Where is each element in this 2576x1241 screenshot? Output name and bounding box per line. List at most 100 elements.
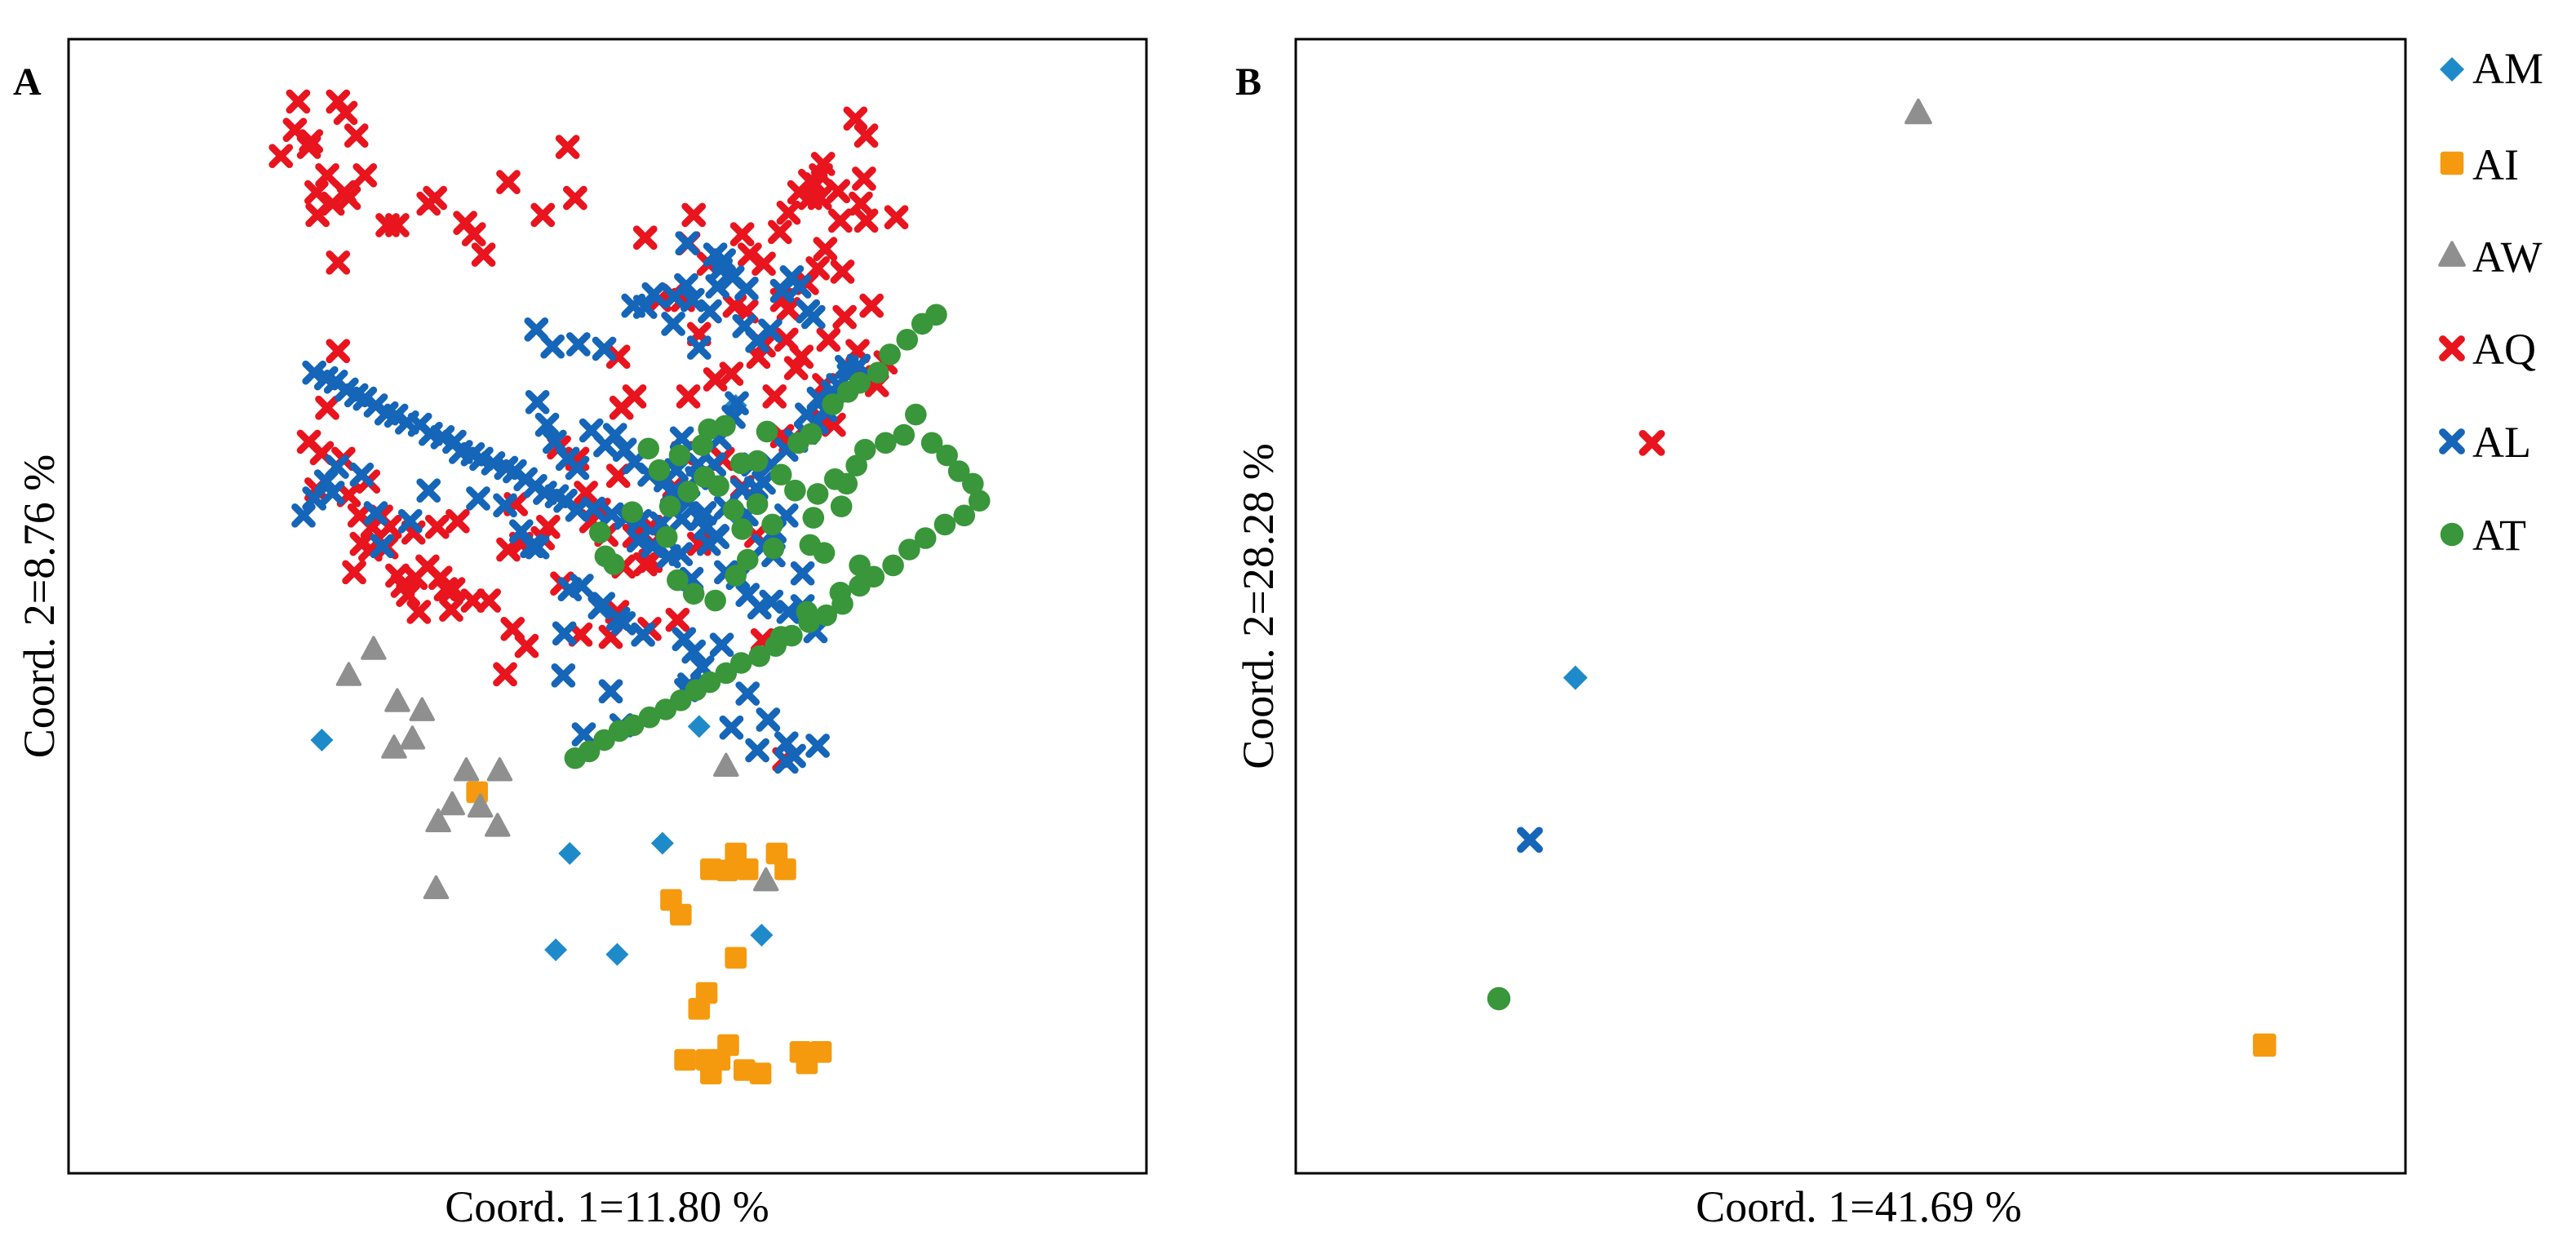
marks-a-point-aw-14 (752, 866, 779, 892)
legend-label-am: AM (2472, 44, 2543, 93)
marks-a-point-al-85 (466, 486, 490, 511)
marks-a-point-aw-4 (399, 725, 426, 750)
marks-a-point-aq-10 (342, 560, 366, 585)
marks-b-point-ai-0 (2253, 1033, 2277, 1057)
marks-a-point-at-73 (748, 645, 771, 667)
legend-item-at: AT (2440, 511, 2526, 560)
marks-a-point-aq-67 (719, 361, 744, 386)
marks-a-point-at-71 (781, 624, 803, 647)
marks-a-point-aq-85 (632, 225, 658, 250)
marks-b-point-aw-0 (1904, 98, 1932, 125)
marks-a-point-aq-139 (853, 123, 879, 148)
marks-a-point-at-11 (746, 450, 769, 472)
marks-a-point-aq-28 (424, 514, 450, 539)
marks-a-point-am-2 (544, 938, 568, 962)
marks-a-point-ai-5 (716, 859, 738, 882)
marks-a-point-aq-126 (299, 129, 324, 153)
marks-a-point-at-39 (658, 495, 681, 517)
marks-a-point-at-58 (947, 460, 970, 482)
marks-a-point-al-18 (758, 318, 783, 343)
legend-symbol-am (2440, 57, 2464, 82)
marks-a-point-aq-147 (849, 191, 873, 216)
marks-a-point-am-5 (650, 831, 674, 855)
marks-a-point-aq-110 (530, 202, 556, 228)
marks-a-point-aq-138 (843, 106, 868, 131)
marks-a-point-at-56 (920, 432, 943, 454)
marks-a-point-aq-123 (304, 180, 329, 205)
marks-a-point-aq-32 (493, 662, 517, 687)
marks-a-point-aq-111 (563, 185, 587, 211)
marks-a-point-aq-128 (286, 89, 311, 114)
legend-label-ai: AI (2472, 140, 2519, 189)
marks-a-point-aq-135 (555, 135, 580, 159)
marks-a-point-al-58 (675, 231, 700, 256)
marks-a-point-al-66 (745, 738, 769, 763)
panel-b-label: B (1235, 60, 1261, 104)
panel-a-label: A (13, 60, 42, 104)
marks-a-point-at-36 (682, 583, 705, 605)
marks-a-point-aw-0 (335, 662, 362, 686)
marks-a-point-at-57 (936, 444, 958, 467)
marks-a-point-at-80 (638, 706, 661, 729)
marks-a-point-at-33 (736, 548, 759, 571)
marks-a-point-at-4 (637, 437, 659, 460)
marks-a-point-aq-132 (344, 123, 369, 148)
panel-b-frame (1294, 38, 2407, 1175)
marks-a-point-al-65 (774, 749, 799, 774)
marks-a-point-aw-10 (485, 813, 511, 837)
marks-a-point-aq-93 (762, 384, 787, 409)
marks-a-point-al-84 (397, 508, 423, 534)
marks-a-point-aq-49 (622, 384, 647, 409)
marks-a-point-al-23 (800, 304, 826, 330)
marks-a-point-aq-88 (729, 222, 755, 246)
marks-a-point-at-5 (648, 459, 671, 481)
marks-a-point-al-3 (592, 336, 617, 361)
marks-a-point-al-44 (747, 595, 772, 620)
marks-a-point-aq-122 (332, 180, 357, 205)
marks-a-point-al-45 (759, 589, 784, 614)
marks-a-point-aq-0 (326, 250, 351, 275)
marks-a-point-aw-1 (361, 636, 387, 660)
marks-a-point-aq-148 (828, 208, 853, 233)
marks-a-point-aq-34 (514, 633, 539, 658)
marks-a-point-al-82 (291, 503, 316, 528)
legend-marker-at (2440, 522, 2464, 547)
marks-a-point-at-61 (953, 504, 976, 527)
marks-a-point-al-131 (729, 476, 755, 502)
marks-a-point-at-19 (867, 361, 889, 383)
marks-a-point-al-1 (540, 334, 565, 359)
marks-a-point-at-47 (784, 479, 806, 502)
marks-a-point-at-15 (800, 423, 822, 445)
marks-a-point-at-20 (879, 343, 901, 366)
marks-a-point-aq-66 (676, 384, 701, 409)
marks-a-point-aq-38 (536, 514, 561, 539)
marks-a-point-at-70 (798, 611, 820, 633)
marks-a-point-at-72 (765, 635, 787, 657)
marks-a-point-ai-21 (796, 1052, 818, 1075)
marks-a-point-al-64 (774, 731, 799, 756)
panel-a-frame (67, 38, 1148, 1175)
marks-a-point-al-106 (587, 595, 613, 620)
marks-a-point-ai-8 (725, 946, 747, 969)
marks-a-point-aw-6 (425, 808, 451, 833)
marks-a-point-al-62 (805, 734, 830, 758)
legend-symbol-aq (2439, 335, 2465, 361)
marks-a-point-aw-8 (453, 757, 480, 782)
panel-a-x-axis-label: Coord. 1=11.80 % (445, 1182, 769, 1231)
marks-a-point-at-10 (730, 452, 752, 475)
marks-a-point-aq-98 (832, 304, 857, 330)
marks-a-point-al-138 (599, 502, 624, 527)
marks-a-point-aq-104 (813, 237, 838, 261)
legend-item-aw: AW (2438, 233, 2543, 281)
marks-a-point-aq-90 (768, 219, 792, 245)
marks-a-point-aq-133 (416, 191, 441, 216)
marks-a-point-aq-1 (326, 339, 351, 364)
panel-a: A Coord. 1=11.80 % Coord. 2=8.76 % (13, 38, 1148, 1231)
legend-item-am: AM (2440, 44, 2543, 93)
legend-symbol-ai (2440, 151, 2464, 175)
marks-a-point-ai-16 (717, 1034, 739, 1057)
marks-a-point-at-26 (830, 495, 853, 517)
marks-a-point-ai-6 (736, 858, 759, 880)
marks-a-point-at-3 (621, 501, 644, 523)
marks-a-point-aq-146 (787, 180, 812, 205)
